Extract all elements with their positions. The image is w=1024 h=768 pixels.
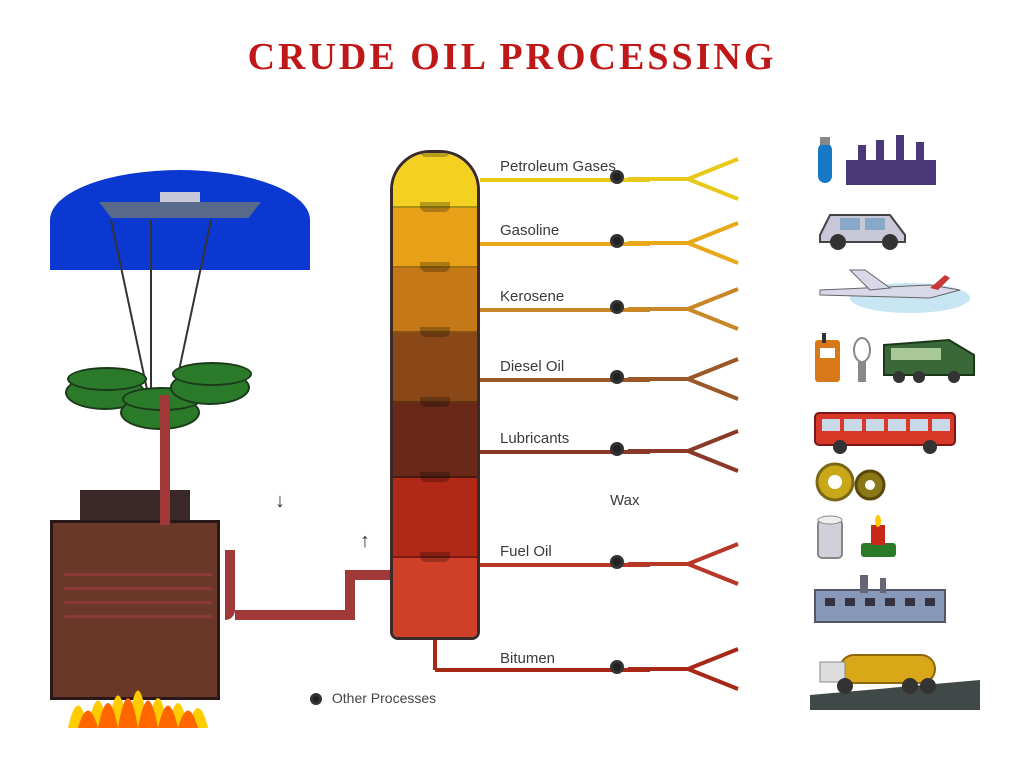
outlet-label-petroleum-gases: Petroleum Gases <box>500 158 616 175</box>
outlet-pipe-bitumen <box>433 640 437 670</box>
fraction-fuel-oil <box>393 478 477 558</box>
ship-intake-area <box>50 170 310 470</box>
process-node-icon <box>610 300 624 314</box>
outlet-fork <box>628 428 788 479</box>
candle-icon <box>856 515 901 565</box>
process-node-icon <box>610 170 624 184</box>
diagram-area: 350°C Petroleum Gases Gasoline Kerosene Die… <box>50 130 974 740</box>
product-icon-row <box>810 570 990 630</box>
outlet-label-fuel-oil: Fuel Oil <box>500 543 552 560</box>
outlet-pipe-fuel-oil <box>480 563 650 567</box>
outlet-pipe-diesel-oil <box>480 378 650 382</box>
heating-coil-icon <box>63 573 213 643</box>
legend-dot-icon <box>310 693 322 705</box>
plane-icon <box>810 260 970 320</box>
product-icons-column <box>810 130 990 730</box>
outlet-fork <box>628 356 788 407</box>
process-node-icon <box>610 370 624 384</box>
can-icon <box>810 510 850 565</box>
outlet-fork <box>628 220 788 271</box>
product-icon-row <box>810 510 990 565</box>
outlet-fork <box>628 286 788 337</box>
outlet-label-lubricants: Lubricants <box>500 430 569 447</box>
outlet-label-bitumen: Bitumen <box>500 650 555 667</box>
outlet-pipe-lubricants <box>480 450 650 454</box>
page-title: CRUDE OIL PROCESSING <box>0 35 1024 79</box>
fraction-bitumen <box>393 558 477 640</box>
outlet-label-gasoline: Gasoline <box>500 222 559 239</box>
pump-icon <box>810 330 845 390</box>
fraction-kerosene <box>393 268 477 333</box>
outlet-label-kerosene: Kerosene <box>500 288 564 305</box>
flow-arrow-icon <box>360 530 370 553</box>
product-icon-row <box>810 330 990 390</box>
lamp-icon <box>851 335 873 390</box>
outlet-pipe-petroleum-gases <box>480 178 650 182</box>
outlet-pipe-gasoline <box>480 242 650 246</box>
outlet-fork <box>628 646 788 697</box>
fraction-gasoline <box>393 208 477 268</box>
car-icon <box>810 200 920 255</box>
outlet-fork <box>628 156 788 207</box>
product-icon-row <box>810 130 990 190</box>
fraction-diesel-oil <box>393 333 477 403</box>
fraction-petroleum-gases <box>393 153 477 208</box>
fire-icon <box>63 643 213 728</box>
furnace <box>50 490 240 700</box>
feed-pipe <box>225 550 235 620</box>
storage-tank-icon <box>170 370 250 405</box>
cylinder-icon <box>810 135 840 190</box>
factory-icon <box>846 130 936 190</box>
product-icon-row <box>810 405 990 460</box>
truck-icon <box>810 640 980 715</box>
outlet-label-diesel-oil: Diesel Oil <box>500 358 564 375</box>
building-icon <box>810 570 950 630</box>
fraction-lubricants <box>393 403 477 478</box>
distillation-column: 350°C <box>390 150 480 640</box>
outlet-pipe-kerosene <box>480 308 650 312</box>
product-icon-row <box>810 200 990 255</box>
process-node-icon <box>610 234 624 248</box>
process-node-icon <box>610 442 624 456</box>
outlet-fork <box>628 541 788 592</box>
feed-pipe <box>160 395 170 525</box>
train-icon <box>879 330 979 390</box>
product-icon-row <box>810 260 990 320</box>
feed-pipe <box>345 570 395 580</box>
tanker-ship-icon <box>90 188 270 218</box>
product-icon-row <box>810 460 990 510</box>
feed-pipe <box>235 610 345 620</box>
process-node-icon <box>610 555 624 569</box>
gears-icon <box>810 460 900 510</box>
bus-icon <box>810 405 960 460</box>
intake-pipe <box>150 220 152 400</box>
outlet-label-wax: Wax <box>610 492 639 509</box>
product-icon-row <box>810 640 990 715</box>
legend-label: Other Processes <box>332 690 436 706</box>
process-node-icon <box>610 660 624 674</box>
water <box>50 170 310 270</box>
title-text: CRUDE OIL PROCESSING <box>248 36 777 78</box>
legend: Other Processes <box>310 690 436 706</box>
flow-arrow-icon <box>275 490 285 513</box>
furnace-body <box>50 520 220 700</box>
